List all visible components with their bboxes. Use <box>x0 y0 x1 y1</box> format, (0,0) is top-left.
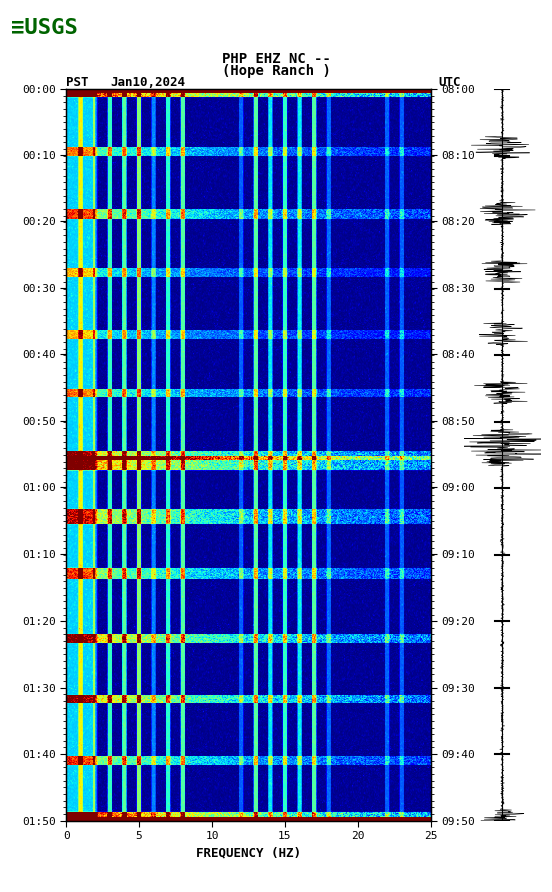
Text: UTC: UTC <box>439 76 461 89</box>
X-axis label: FREQUENCY (HZ): FREQUENCY (HZ) <box>196 847 301 860</box>
Text: (Hope Ranch ): (Hope Ranch ) <box>221 64 331 78</box>
Text: PST: PST <box>66 76 89 89</box>
Text: ≡USGS: ≡USGS <box>11 18 78 37</box>
Text: PHP EHZ NC --: PHP EHZ NC -- <box>221 52 331 66</box>
Text: Jan10,2024: Jan10,2024 <box>110 76 185 89</box>
